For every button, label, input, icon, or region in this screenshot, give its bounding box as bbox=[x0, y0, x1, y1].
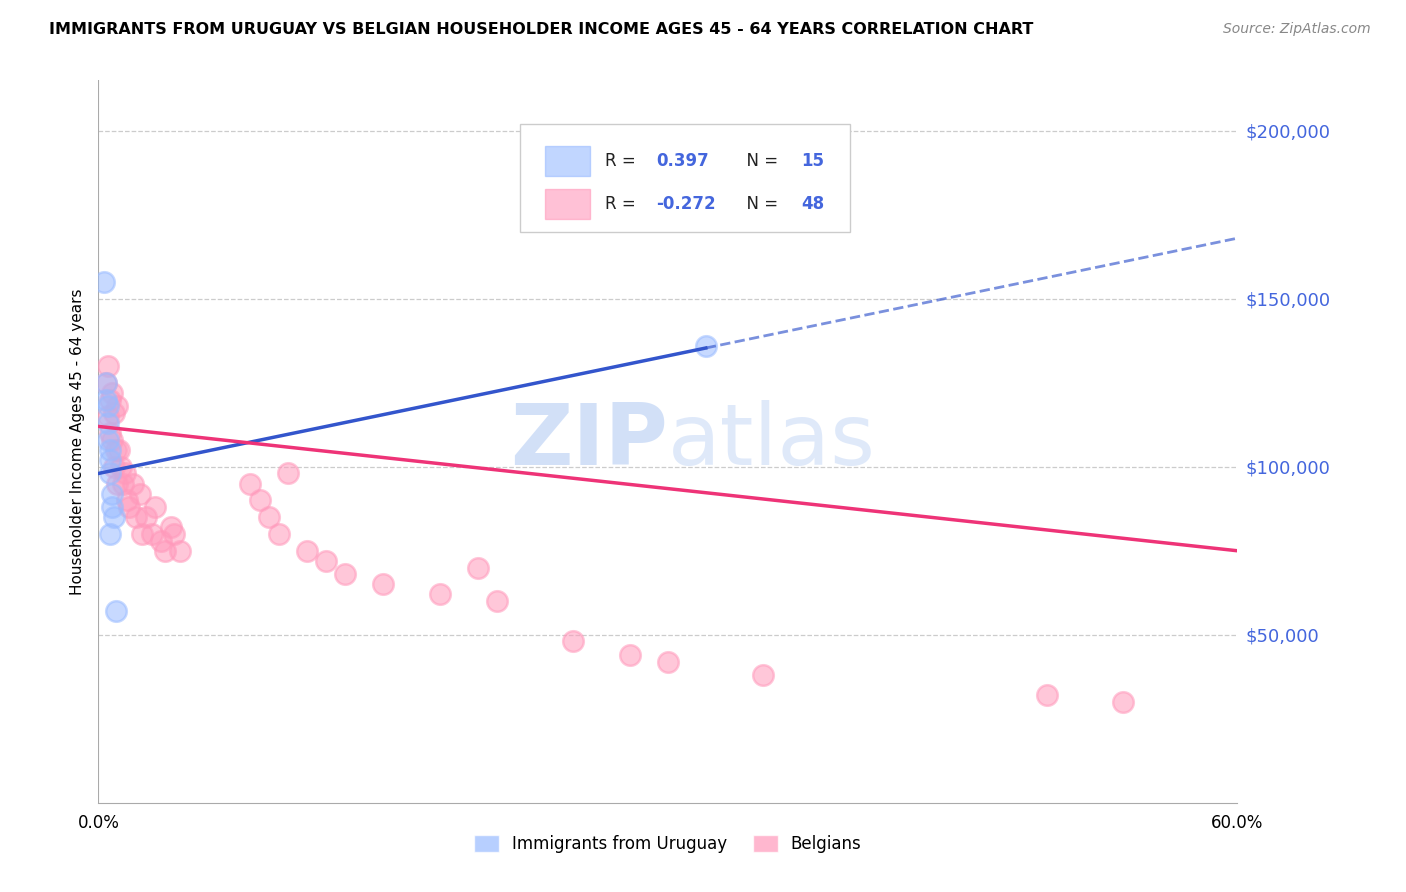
Point bbox=[94, 376, 117, 390]
Point bbox=[150, 533, 173, 548]
Point bbox=[97, 409, 120, 424]
Point bbox=[486, 594, 509, 608]
Point bbox=[239, 476, 262, 491]
Point bbox=[107, 476, 129, 491]
Point bbox=[135, 510, 157, 524]
Text: Source: ZipAtlas.com: Source: ZipAtlas.com bbox=[1223, 22, 1371, 37]
Point bbox=[752, 668, 775, 682]
Point bbox=[98, 453, 121, 467]
Text: 0.397: 0.397 bbox=[657, 152, 709, 169]
Point bbox=[467, 560, 489, 574]
Point bbox=[94, 392, 117, 407]
Legend: Immigrants from Uruguay, Belgians: Immigrants from Uruguay, Belgians bbox=[467, 828, 869, 860]
Point bbox=[114, 467, 136, 481]
Point bbox=[297, 543, 319, 558]
Text: IMMIGRANTS FROM URUGUAY VS BELGIAN HOUSEHOLDER INCOME AGES 45 - 64 YEARS CORRELA: IMMIGRANTS FROM URUGUAY VS BELGIAN HOUSE… bbox=[49, 22, 1033, 37]
Point bbox=[97, 399, 120, 413]
Point bbox=[267, 527, 290, 541]
Point bbox=[163, 527, 186, 541]
Bar bbox=[546, 189, 591, 219]
Point bbox=[103, 406, 125, 420]
Point bbox=[259, 510, 281, 524]
FancyBboxPatch shape bbox=[520, 124, 851, 232]
Point bbox=[159, 520, 181, 534]
Point bbox=[315, 554, 337, 568]
Point bbox=[657, 655, 679, 669]
Point bbox=[100, 486, 122, 500]
Text: N =: N = bbox=[737, 152, 783, 169]
Point bbox=[1112, 695, 1135, 709]
Point bbox=[110, 459, 132, 474]
Point bbox=[129, 486, 152, 500]
Point bbox=[98, 442, 121, 457]
Point bbox=[97, 433, 120, 447]
Point bbox=[94, 376, 117, 390]
Text: 15: 15 bbox=[801, 152, 824, 169]
Point bbox=[1036, 688, 1059, 702]
Point bbox=[562, 634, 585, 648]
Point bbox=[277, 467, 299, 481]
Text: R =: R = bbox=[605, 152, 641, 169]
Point bbox=[131, 527, 153, 541]
Point bbox=[695, 339, 717, 353]
Text: 48: 48 bbox=[801, 195, 824, 213]
Point bbox=[97, 359, 120, 373]
Point bbox=[121, 476, 143, 491]
Point bbox=[98, 392, 121, 407]
Point bbox=[125, 510, 148, 524]
Point bbox=[98, 527, 121, 541]
Point bbox=[107, 399, 129, 413]
Point bbox=[104, 604, 127, 618]
Bar bbox=[546, 146, 591, 176]
Point bbox=[100, 500, 122, 514]
Point bbox=[112, 476, 135, 491]
Point bbox=[335, 567, 357, 582]
Point bbox=[141, 527, 163, 541]
Point bbox=[100, 433, 122, 447]
Point bbox=[100, 385, 122, 400]
Point bbox=[108, 442, 131, 457]
Point bbox=[118, 500, 141, 514]
Point bbox=[103, 510, 125, 524]
Text: atlas: atlas bbox=[668, 400, 876, 483]
Point bbox=[98, 467, 121, 481]
Point bbox=[371, 577, 394, 591]
Text: R =: R = bbox=[605, 195, 641, 213]
Text: N =: N = bbox=[737, 195, 783, 213]
Point bbox=[93, 275, 115, 289]
Point bbox=[169, 543, 191, 558]
Text: ZIP: ZIP bbox=[510, 400, 668, 483]
Text: -0.272: -0.272 bbox=[657, 195, 716, 213]
Point bbox=[115, 493, 138, 508]
Point bbox=[249, 493, 271, 508]
Point bbox=[97, 416, 120, 430]
Point bbox=[98, 426, 121, 441]
Y-axis label: Householder Income Ages 45 - 64 years: Householder Income Ages 45 - 64 years bbox=[69, 288, 84, 595]
Point bbox=[145, 500, 167, 514]
Point bbox=[153, 543, 176, 558]
Point bbox=[619, 648, 641, 662]
Point bbox=[103, 459, 125, 474]
Point bbox=[429, 587, 451, 601]
Point bbox=[104, 442, 127, 457]
